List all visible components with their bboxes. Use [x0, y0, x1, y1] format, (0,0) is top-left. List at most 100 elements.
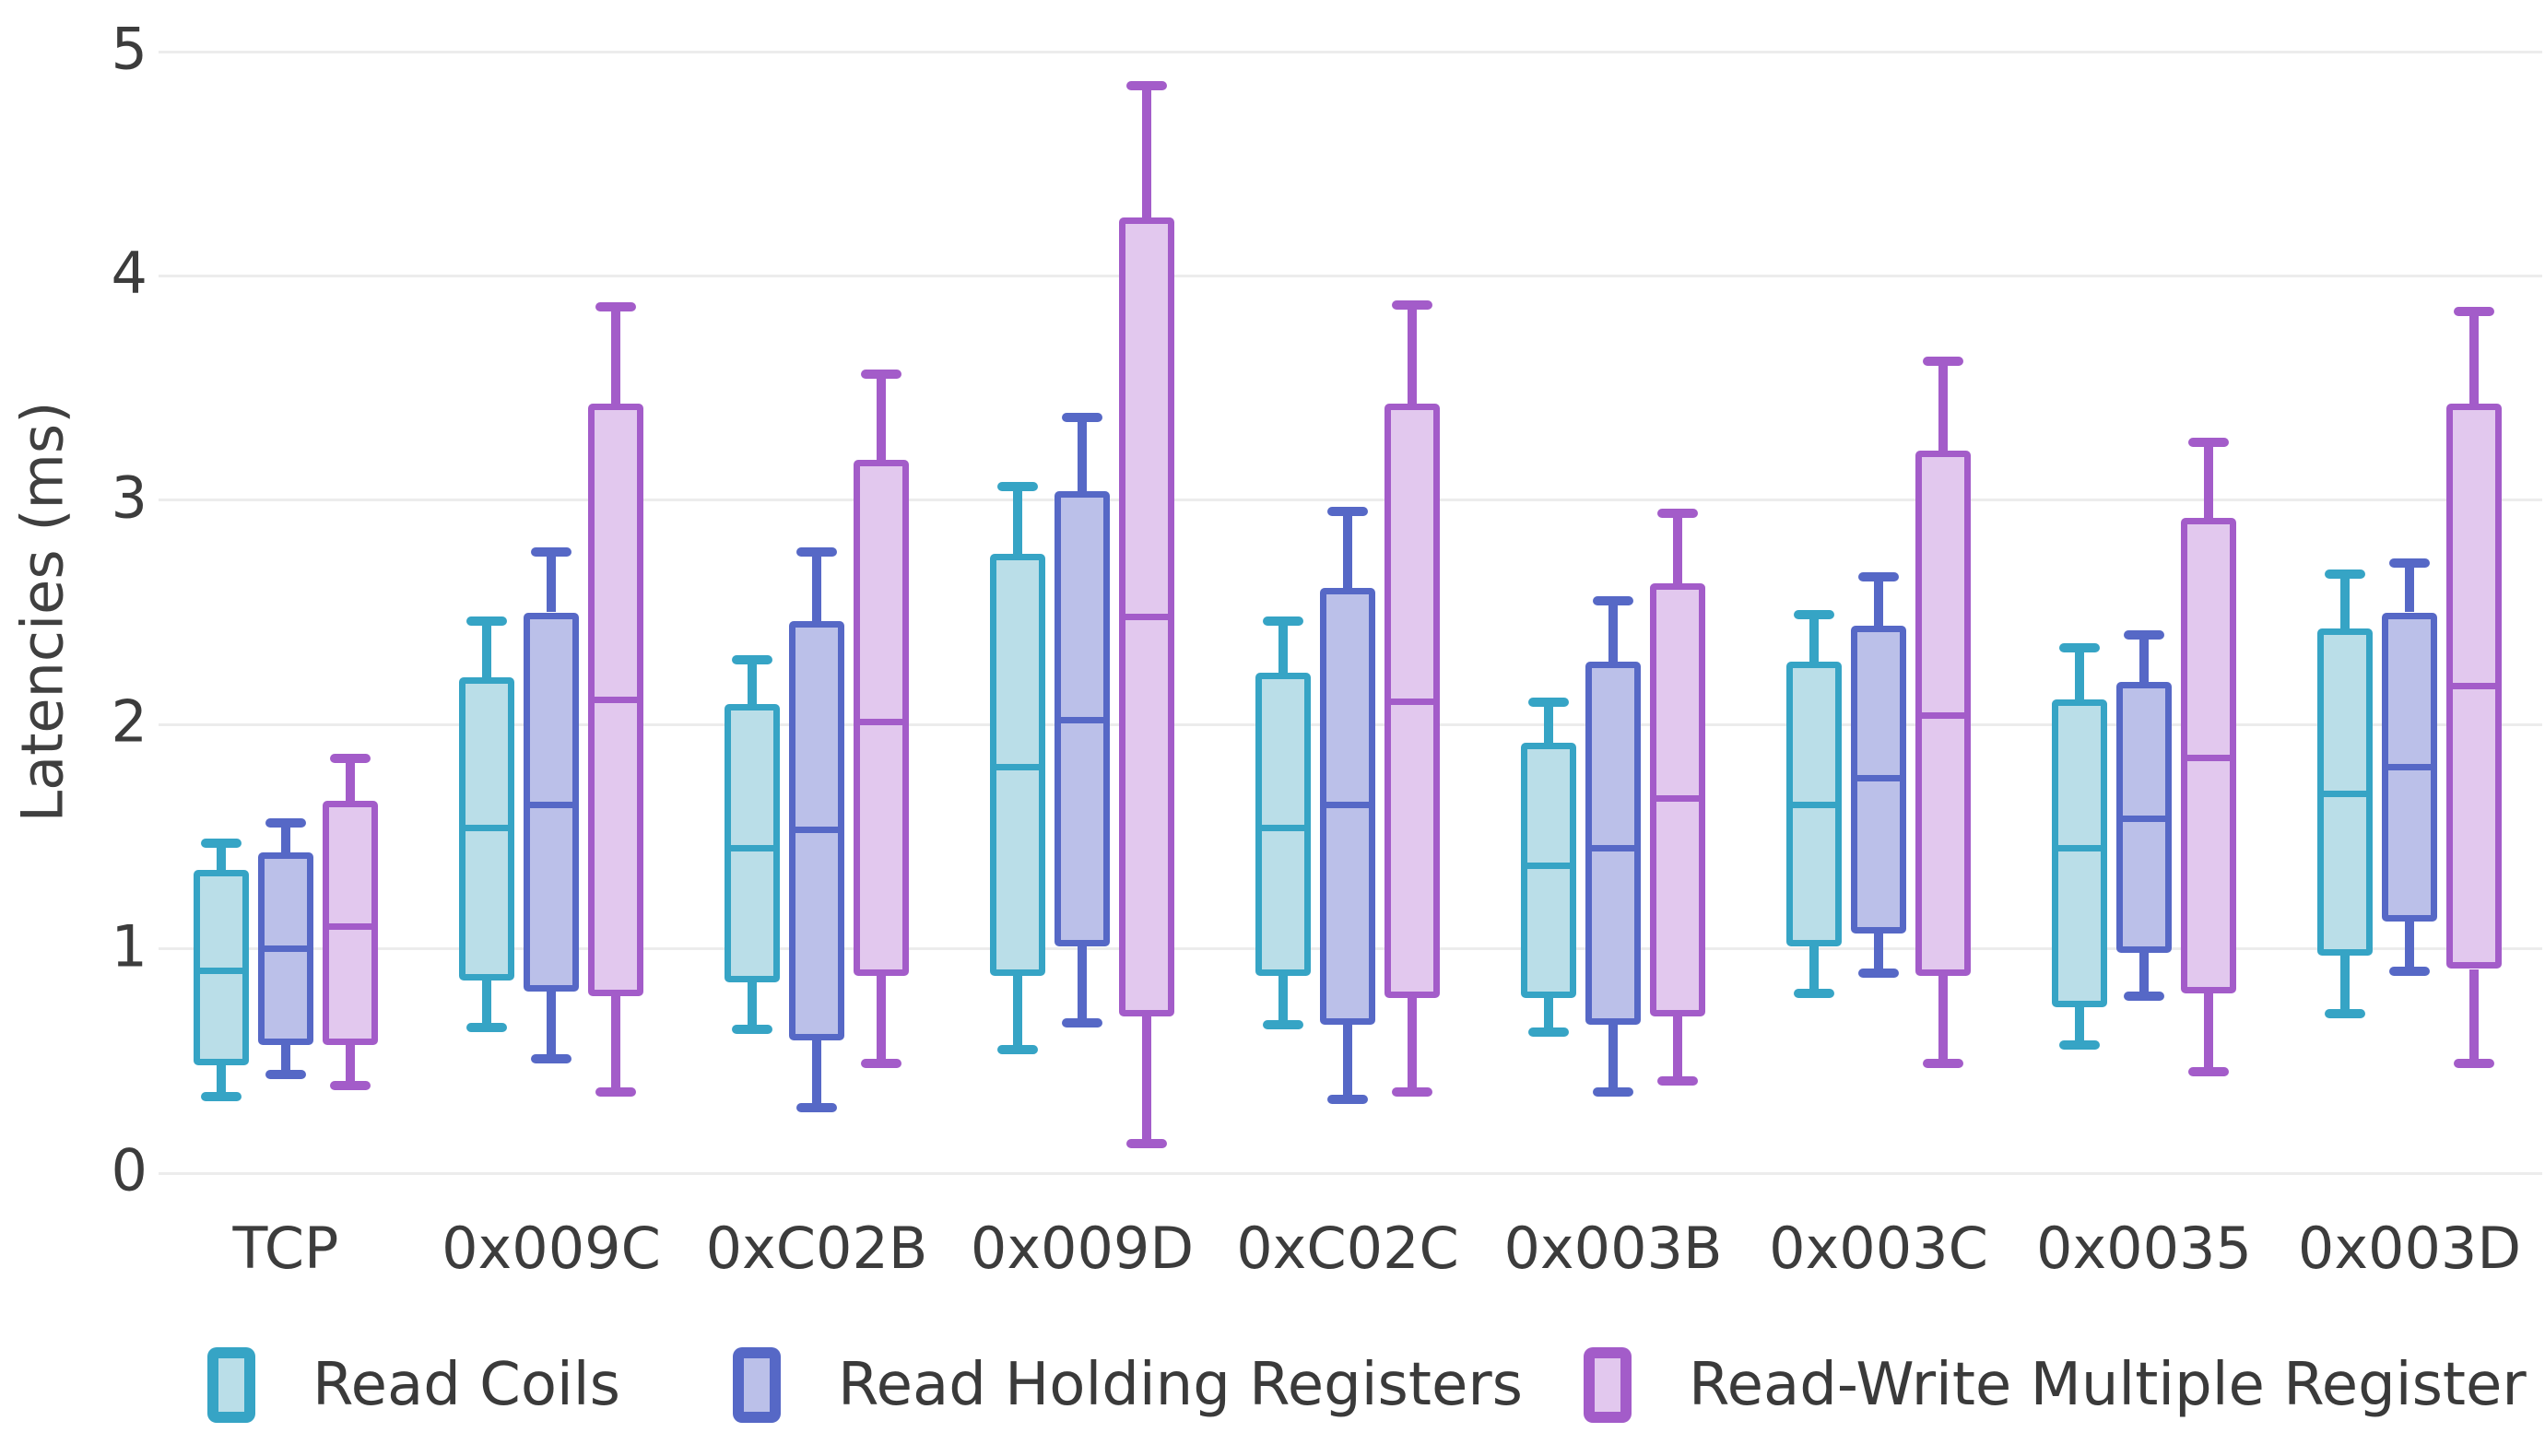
box-read-holding-registers-0x003d — [2382, 612, 2437, 922]
whisker-cap-max-read-write-multiple-register-tcp — [330, 753, 371, 763]
median-read-coils-tcp — [200, 968, 242, 975]
whisker-cap-max-read-write-multiple-register-0x009d — [1126, 80, 1167, 90]
x-tick-label: 0x0035 — [2036, 1215, 2252, 1282]
gridline — [159, 499, 2542, 502]
whisker-cap-max-read-holding-registers-0x009c — [531, 546, 571, 557]
whisker-cap-min-read-holding-registers-0xc02b — [796, 1103, 837, 1113]
whisker-lower-read-holding-registers-0x003d — [2405, 922, 2414, 971]
whisker-cap-min-read-write-multiple-register-0x009c — [595, 1087, 636, 1098]
whisker-upper-read-holding-registers-0x003c — [1874, 576, 1883, 627]
whisker-lower-read-coils-0x0035 — [2075, 1006, 2084, 1046]
box-read-write-multiple-register-0x003c — [1915, 451, 1971, 976]
legend-item-read-holding-registers[interactable]: Read Holding Registers — [733, 1334, 1523, 1436]
whisker-cap-min-read-holding-registers-0xc02c — [1327, 1094, 1368, 1104]
y-tick-label: 1 — [111, 912, 147, 980]
gridline — [159, 274, 2542, 277]
y-tick-label: 4 — [111, 239, 147, 307]
whisker-cap-max-read-coils-tcp — [201, 839, 242, 849]
whisker-lower-read-write-multiple-register-0x0035 — [2204, 993, 2213, 1073]
box-read-write-multiple-register-tcp — [323, 800, 378, 1046]
box-read-coils-0x003b — [1521, 742, 1576, 999]
median-read-holding-registers-0x0035 — [2123, 815, 2165, 822]
median-read-write-multiple-register-0x0035 — [2187, 755, 2230, 762]
legend: Read Coils Read Holding Registers Read-W… — [0, 1334, 2545, 1436]
y-tick-label: 2 — [111, 687, 147, 756]
whisker-cap-max-read-holding-registers-0x003b — [1593, 596, 1633, 606]
whisker-cap-min-read-write-multiple-register-0x009d — [1126, 1139, 1167, 1149]
whisker-upper-read-coils-0x003b — [1544, 701, 1553, 743]
whisker-cap-max-read-holding-registers-0x003c — [1858, 571, 1899, 581]
whisker-cap-max-read-write-multiple-register-0x009c — [595, 302, 636, 312]
whisker-upper-read-write-multiple-register-0x009c — [611, 307, 620, 405]
box-read-coils-0x0035 — [2052, 699, 2107, 1007]
x-tick-label: 0x009D — [970, 1215, 1195, 1282]
whisker-upper-read-write-multiple-register-0xc02c — [1408, 305, 1417, 405]
whisker-upper-read-holding-registers-0x003d — [2405, 562, 2414, 613]
median-read-holding-registers-0x003c — [1857, 775, 1900, 782]
box-read-write-multiple-register-0xc02c — [1384, 404, 1440, 999]
whisker-cap-max-read-holding-registers-tcp — [265, 818, 306, 828]
whisker-lower-read-coils-0xc02c — [1278, 975, 1288, 1026]
x-tick-label: TCP — [232, 1215, 339, 1282]
median-read-write-multiple-register-tcp — [329, 922, 371, 930]
whisker-upper-read-holding-registers-0xc02b — [812, 551, 821, 622]
whisker-cap-max-read-coils-0x009c — [466, 616, 507, 627]
whisker-cap-max-read-coils-0x003b — [1528, 697, 1569, 707]
whisker-cap-min-read-coils-0x009c — [466, 1022, 507, 1032]
median-read-holding-registers-0x009c — [530, 802, 572, 809]
whisker-cap-min-read-holding-registers-0x0035 — [2124, 991, 2164, 1001]
whisker-upper-read-holding-registers-0x009c — [547, 551, 556, 613]
box-read-coils-0x003c — [1786, 662, 1842, 947]
whisker-lower-read-write-multiple-register-0x009c — [611, 995, 620, 1093]
legend-marker-read-coils-icon — [207, 1347, 255, 1423]
x-tick-label: 0x003B — [1503, 1215, 1723, 1282]
median-read-write-multiple-register-0x009d — [1125, 613, 1168, 620]
whisker-cap-max-read-coils-0xc02c — [1263, 616, 1303, 627]
legend-item-read-write-multiple-register[interactable]: Read-Write Multiple Register — [1584, 1334, 2527, 1436]
legend-item-read-coils[interactable]: Read Coils — [207, 1334, 620, 1436]
whisker-upper-read-holding-registers-0x003b — [1608, 601, 1618, 663]
whisker-cap-min-read-write-multiple-register-0x0035 — [2188, 1067, 2229, 1077]
legend-marker-read-write-multiple-register-icon — [1584, 1347, 1632, 1423]
whisker-cap-min-read-coils-0x003d — [2325, 1009, 2365, 1019]
box-read-holding-registers-0x0035 — [2116, 681, 2172, 954]
whisker-lower-read-write-multiple-register-0x003b — [1673, 1016, 1682, 1082]
whisker-upper-read-write-multiple-register-0x003c — [1938, 360, 1948, 452]
whisker-cap-min-read-write-multiple-register-tcp — [330, 1081, 371, 1091]
whisker-lower-read-coils-tcp — [217, 1065, 226, 1098]
median-read-coils-0xc02b — [731, 844, 773, 851]
whisker-cap-min-read-holding-registers-tcp — [265, 1069, 306, 1079]
whisker-cap-max-read-coils-0x003d — [2325, 569, 2365, 580]
whisker-cap-max-read-write-multiple-register-0x003d — [2454, 307, 2494, 317]
whisker-cap-min-read-write-multiple-register-0x003d — [2454, 1058, 2494, 1068]
whisker-cap-max-read-holding-registers-0xc02c — [1327, 506, 1368, 516]
whisker-lower-read-coils-0x009c — [482, 980, 491, 1027]
box-read-holding-registers-0xc02c — [1320, 587, 1375, 1026]
whisker-lower-read-write-multiple-register-0xc02b — [877, 975, 886, 1063]
median-read-holding-registers-0xc02c — [1326, 802, 1369, 809]
whisker-cap-min-read-write-multiple-register-0xc02c — [1392, 1087, 1432, 1098]
whisker-cap-min-read-holding-registers-0x003b — [1593, 1087, 1633, 1098]
whisker-cap-min-read-coils-0x003b — [1528, 1027, 1569, 1037]
median-read-write-multiple-register-0x003b — [1656, 795, 1699, 802]
y-tick-label: 5 — [111, 15, 147, 83]
whisker-cap-min-read-coils-0xc02c — [1263, 1020, 1303, 1030]
box-read-holding-registers-tcp — [258, 851, 313, 1046]
whisker-cap-max-read-holding-registers-0x0035 — [2124, 629, 2164, 640]
box-read-holding-registers-0x003c — [1851, 626, 1906, 933]
whisker-upper-read-coils-0x009d — [1013, 487, 1022, 555]
median-read-coils-0x003d — [2324, 791, 2366, 798]
whisker-cap-max-read-write-multiple-register-0x003b — [1657, 509, 1698, 519]
box-read-coils-0x009c — [459, 677, 514, 980]
box-read-holding-registers-0xc02b — [789, 621, 844, 1041]
whisker-cap-min-read-write-multiple-register-0xc02b — [861, 1058, 901, 1068]
median-read-write-multiple-register-0x003d — [2453, 683, 2495, 690]
box-read-write-multiple-register-0x0035 — [2181, 518, 2236, 994]
whisker-lower-read-coils-0x003c — [1809, 946, 1819, 994]
box-read-coils-tcp — [194, 870, 249, 1066]
whisker-lower-read-holding-registers-0xc02b — [812, 1040, 821, 1109]
whisker-cap-max-read-coils-0x003c — [1794, 609, 1834, 619]
whisker-cap-max-read-write-multiple-register-0x0035 — [2188, 437, 2229, 447]
box-read-write-multiple-register-0x009c — [588, 404, 643, 996]
